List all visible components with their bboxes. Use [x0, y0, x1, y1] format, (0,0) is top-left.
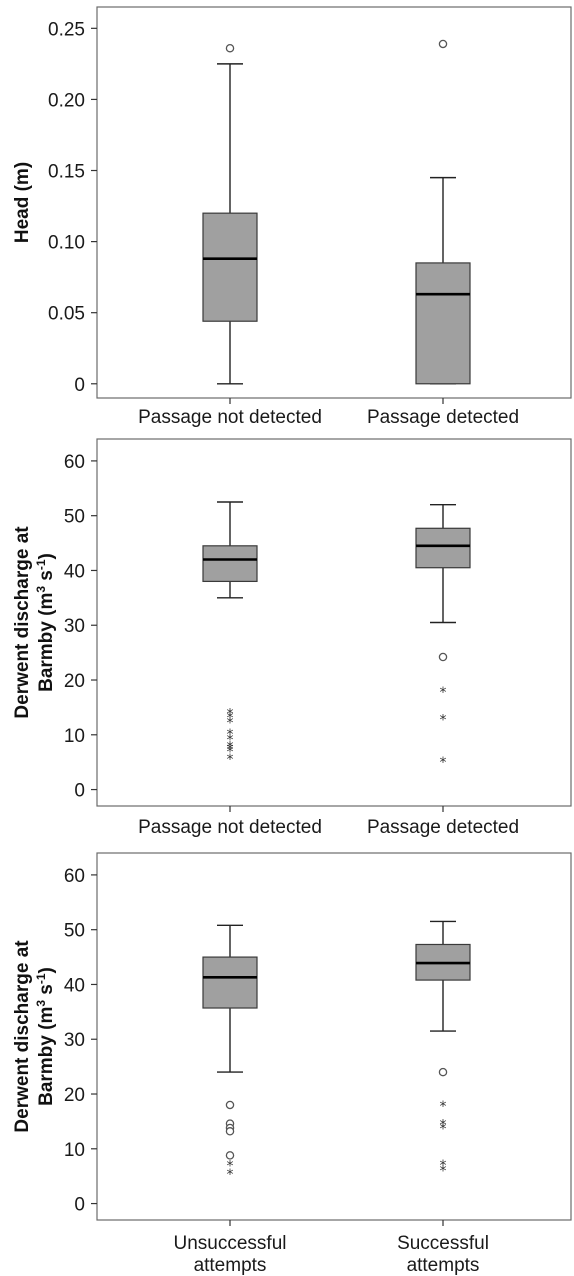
- y-tick-label: 0: [74, 375, 85, 396]
- extreme-point: *: [440, 1099, 447, 1115]
- y-tick-label: 0.05: [48, 304, 85, 325]
- y-tick-label: 10: [64, 1140, 85, 1161]
- extreme-point: *: [227, 733, 234, 749]
- outlier-point: [438, 39, 448, 49]
- outlier-point: [225, 43, 235, 53]
- extreme-point: *: [440, 755, 447, 771]
- boxplot-2: * * * Passage detected: [367, 504, 519, 838]
- extreme-point: *: [227, 716, 234, 732]
- extreme-point: *: [227, 752, 234, 768]
- y-tick-label: 60: [64, 452, 85, 473]
- iqr-box: [415, 527, 471, 569]
- x-category-label: Passage not detected: [138, 817, 322, 838]
- boxplot-1: *********Passage not detected: [138, 501, 322, 838]
- chart-panel-2: 0 10 20 30 40 50 60 Derwent discharge at Barmby …: [12, 438, 572, 838]
- x-category-label: attempts: [194, 1255, 267, 1276]
- x-category-label: Unsuccessful: [174, 1233, 287, 1254]
- plot-frame: [96, 852, 572, 1221]
- y-tick-label: 0.10: [48, 233, 85, 254]
- extreme-point: *: [227, 1159, 234, 1175]
- y-tick-label: 0: [74, 781, 85, 802]
- y-axis-label-line-1: Derwent discharge at: [12, 526, 33, 719]
- y-tick-label: 0.25: [48, 19, 85, 40]
- plot-frame: [96, 6, 572, 399]
- plot-frame: [96, 438, 572, 807]
- extreme-point: *: [227, 740, 234, 756]
- extreme-point: *: [440, 685, 447, 701]
- extreme-point: *: [440, 1118, 447, 1134]
- extreme-point: *: [227, 745, 234, 761]
- boxplot-2: Passage detected: [367, 39, 519, 428]
- extreme-point: *: [227, 742, 234, 758]
- y-tick-label: 30: [64, 1030, 85, 1051]
- x-category-label: attempts: [407, 1255, 480, 1276]
- chart-panel-3: 0 10 20 30 40 50 60 Derwent discharge at Barmby …: [12, 852, 572, 1276]
- iqr-box: [202, 545, 258, 583]
- y-tick-label: 40: [64, 561, 85, 582]
- extreme-point: *: [227, 711, 234, 727]
- x-category-label: Passage not detected: [138, 407, 322, 428]
- extreme-point: *: [227, 706, 234, 722]
- y-tick-label: 0: [74, 1195, 85, 1216]
- extreme-point: *: [440, 1121, 447, 1137]
- y-tick-label: 40: [64, 975, 85, 996]
- y-tick-label: 0.15: [48, 162, 85, 183]
- outlier-point: [438, 1067, 448, 1077]
- y-axis-label-line-2: Barmby (m3 s-1): [34, 553, 57, 692]
- x-category-label: Passage detected: [367, 817, 519, 838]
- y-tick-label: 50: [64, 921, 85, 942]
- x-category-label: Passage detected: [367, 407, 519, 428]
- boxplot-1: Passage not detected: [138, 43, 322, 428]
- y-tick-label: 20: [64, 1085, 85, 1106]
- iqr-box: [415, 262, 471, 385]
- y-tick-label: 0.20: [48, 90, 85, 111]
- y-axis-label: Head (m): [12, 162, 33, 243]
- outlier-point: [225, 1127, 235, 1136]
- y-axis-label: Derwent discharge at Barmby (m3 s-1): [12, 940, 57, 1133]
- y-axis-label-line-1: Derwent discharge at: [12, 940, 33, 1133]
- y-axis-label: Derwent discharge at Barmby (m3 s-1): [12, 526, 57, 719]
- y-tick-label: 30: [64, 616, 85, 637]
- extreme-point: *: [440, 712, 447, 728]
- outlier-point: [225, 1100, 235, 1110]
- y-tick-label: 60: [64, 866, 85, 887]
- iqr-box: [202, 212, 258, 322]
- outlier-point: [225, 1151, 235, 1160]
- extreme-point: *: [440, 1158, 447, 1174]
- y-tick-label: 10: [64, 726, 85, 747]
- outlier-point: [438, 652, 448, 662]
- extreme-point: *: [227, 1167, 234, 1183]
- y-axis-label-line-2: Barmby (m3 s-1): [34, 967, 57, 1106]
- extreme-point: *: [227, 727, 234, 743]
- extreme-point: *: [440, 1164, 447, 1180]
- chart-panel-1: 0 0.05 0.10 0.15 0.20 0.25 Head (m) Passage not…: [12, 6, 572, 428]
- y-tick-label: 20: [64, 671, 85, 692]
- y-tick-label: 50: [64, 507, 85, 528]
- x-category-label: Successful: [397, 1233, 489, 1254]
- iqr-box: [202, 956, 258, 1009]
